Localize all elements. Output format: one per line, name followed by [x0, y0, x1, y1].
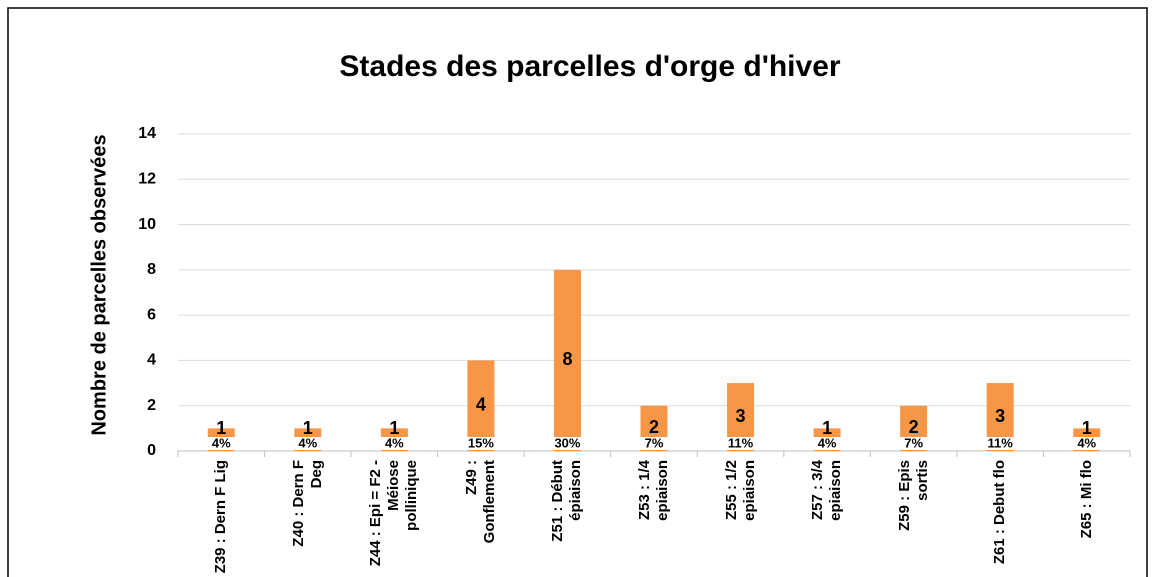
- percent-label: 7%: [904, 435, 923, 450]
- percent-box: [636, 437, 672, 450]
- value-label: 3: [995, 406, 1005, 426]
- frame: [7, 7, 1148, 577]
- chart-title: Stades des parcelles d'orge d'hiver: [339, 50, 840, 83]
- x-tick-label: Z51 : Début épiaison: [549, 460, 585, 542]
- y-tick-label: 4: [147, 352, 156, 369]
- y-tick-label: 0: [147, 442, 156, 459]
- percent-label: 11%: [988, 435, 1014, 450]
- percent-box: [722, 437, 759, 450]
- x-tick-label: Z57 : 3/4 epiaison: [809, 460, 845, 521]
- y-tick-label: 10: [138, 216, 156, 233]
- x-tick-label: Z44 : Epi = F2 - Méiose pollinique: [367, 460, 421, 567]
- x-tick-label: Z49 : Gonflement: [462, 460, 498, 544]
- y-tick-label: 12: [138, 171, 156, 188]
- percent-box: [549, 437, 586, 450]
- percent-label: 30%: [554, 435, 580, 450]
- value-label: 1: [389, 418, 399, 438]
- y-tick-label: 8: [147, 261, 156, 278]
- value-label: 3: [736, 406, 746, 426]
- x-tick-label: Z61 : Debut flo: [991, 460, 1009, 565]
- value-label: 1: [822, 418, 832, 438]
- x-tick-label: Z55 : 1/2 epiaison: [722, 460, 758, 521]
- percent-box: [982, 437, 1019, 450]
- percent-box: [809, 437, 846, 450]
- percent-box: [376, 437, 413, 450]
- x-tick-label: Z39 : Dern F Lig: [212, 460, 230, 574]
- percent-label: 7%: [645, 435, 664, 450]
- percent-label: 15%: [468, 435, 494, 450]
- percent-label: 11%: [728, 435, 754, 450]
- percent-box: [289, 437, 326, 450]
- value-label: 8: [562, 349, 572, 369]
- y-tick-label: 2: [147, 397, 156, 414]
- y-tick-label: 6: [147, 306, 156, 323]
- percent-box: [203, 437, 240, 450]
- x-tick-label: Z40 : Dern F Deg: [289, 460, 325, 547]
- x-tick-label: Z59 : Epis sortis: [895, 460, 931, 531]
- value-label: 2: [909, 417, 919, 437]
- value-label: 1: [1082, 418, 1092, 438]
- bar: [553, 269, 581, 451]
- percent-box: [1068, 437, 1105, 450]
- percent-box: [462, 437, 499, 450]
- x-tick-label: Z53 : 1/4 epiaison: [636, 460, 671, 521]
- y-axis-label: Nombre de parcelles observées: [88, 134, 110, 435]
- percent-label: 4%: [818, 435, 837, 450]
- value-label: 2: [649, 417, 659, 437]
- value-label: 4: [476, 394, 486, 414]
- value-label: 1: [303, 418, 313, 438]
- value-label: 1: [216, 418, 226, 438]
- percent-label: 4%: [212, 435, 231, 450]
- y-tick-label: 14: [138, 125, 156, 142]
- percent-label: 4%: [298, 435, 317, 450]
- bar: [467, 360, 495, 451]
- percent-label: 4%: [385, 435, 404, 450]
- percent-box: [895, 437, 932, 450]
- x-tick-label: Z65 : Mi flo: [1077, 460, 1095, 539]
- percent-label: 4%: [1077, 435, 1096, 450]
